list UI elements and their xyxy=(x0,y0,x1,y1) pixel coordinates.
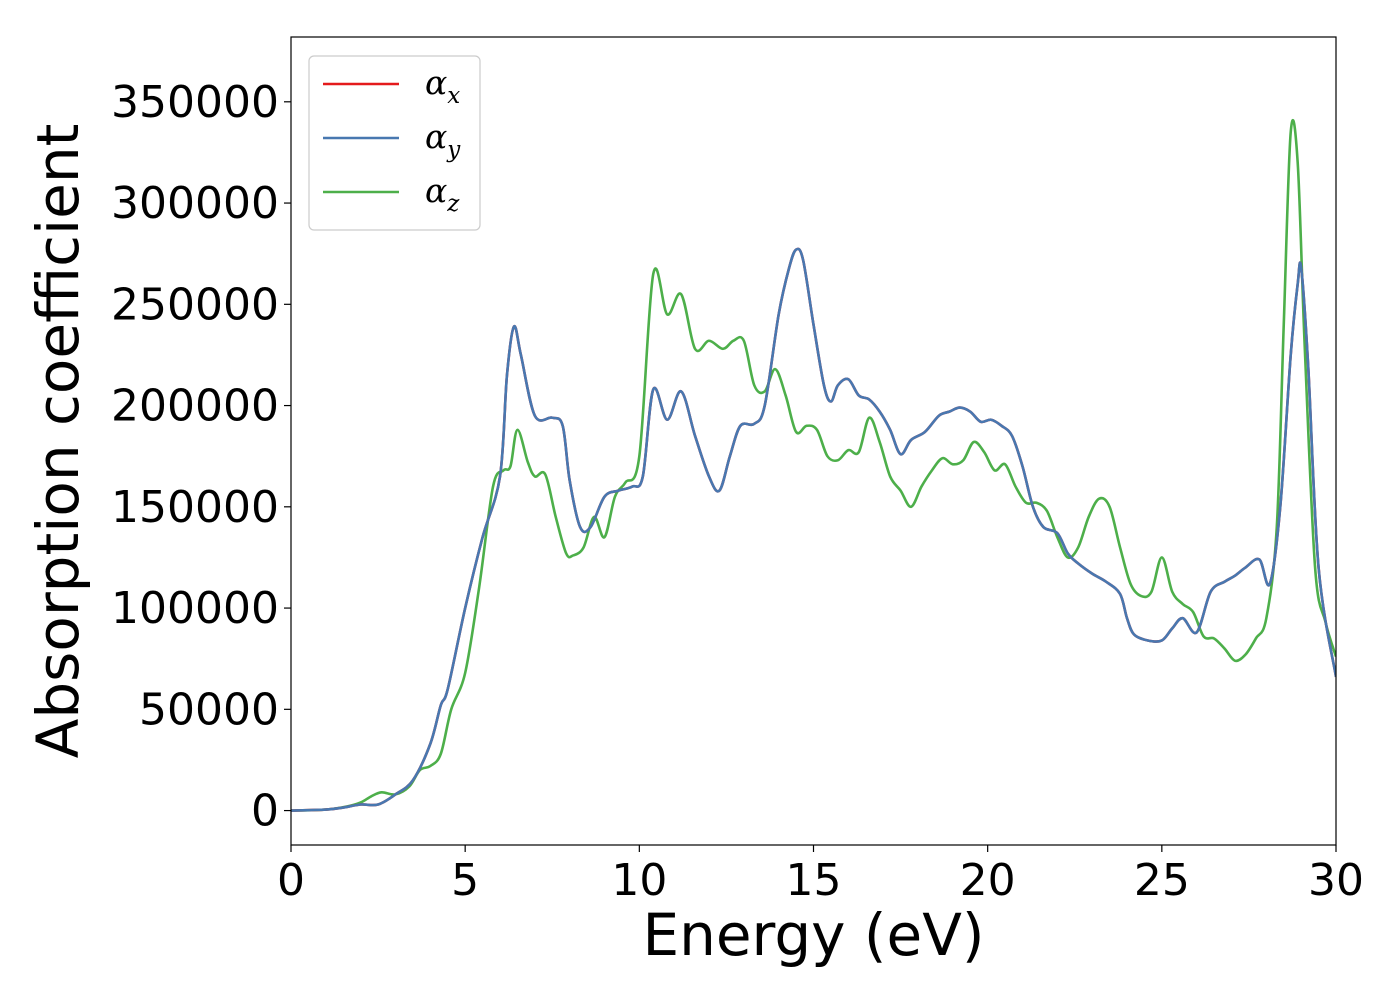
x-axis: 0 5 10 15 20 25 30 xyxy=(277,845,1364,906)
x-tick-label: 10 xyxy=(611,855,667,906)
legend-label-sub: y xyxy=(446,137,461,163)
y-tick-label: 250000 xyxy=(111,279,279,330)
legend-box xyxy=(308,55,481,231)
legend-label-main: α xyxy=(425,171,447,210)
x-tick-label: 20 xyxy=(960,855,1016,906)
x-tick-label: 25 xyxy=(1134,855,1190,906)
x-axis-title: Energy (eV) xyxy=(642,901,984,969)
series-line-z xyxy=(291,118,1336,812)
y-axis: 0 50000 100000 150000 200000 250000 300000 3500… xyxy=(111,77,291,837)
series-line-y xyxy=(291,247,1336,812)
y-tick-label: 300000 xyxy=(111,178,279,229)
y-tick-label: 200000 xyxy=(111,381,279,432)
y-tick-label: 0 xyxy=(251,786,279,837)
y-axis-title: Absorption coefficient xyxy=(24,124,92,759)
y-tick-label: 100000 xyxy=(111,583,279,634)
x-tick-label: 30 xyxy=(1308,855,1364,906)
legend-label-z: αz xyxy=(425,171,460,217)
y-tick-label: 150000 xyxy=(111,482,279,533)
y-tick-label: 50000 xyxy=(139,684,279,735)
legend-label-y: αy xyxy=(425,117,461,163)
y-tick-label: 350000 xyxy=(111,77,279,128)
legend-label-main: α xyxy=(425,63,447,102)
legend-label-sub: z xyxy=(446,191,460,217)
x-tick-label: 5 xyxy=(451,855,479,906)
x-tick-label: 15 xyxy=(786,855,842,906)
x-tick-label: 0 xyxy=(277,855,305,906)
legend-label-x: αx xyxy=(425,63,460,109)
legend-label-sub: x xyxy=(447,83,460,109)
series-layer xyxy=(291,118,1336,812)
legend-label-main: α xyxy=(425,117,447,156)
